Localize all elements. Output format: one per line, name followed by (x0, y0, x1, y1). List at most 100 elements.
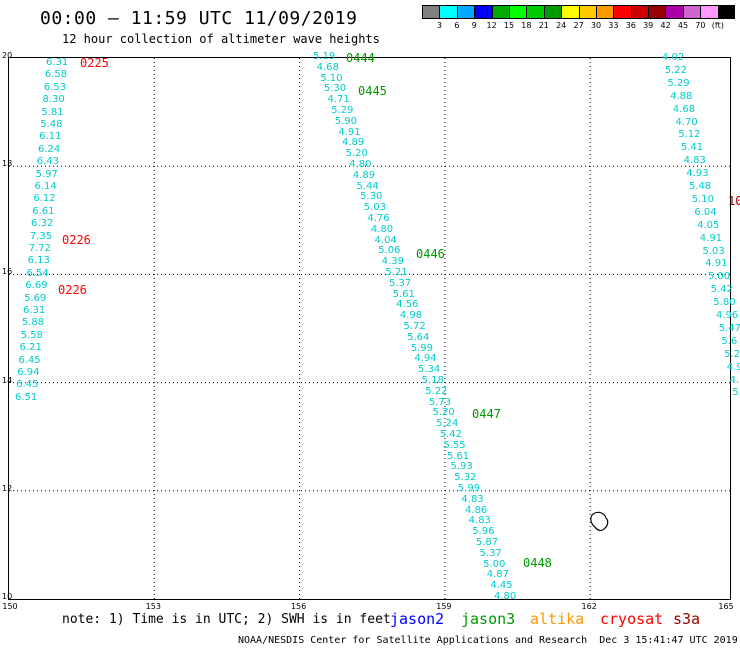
wave-height-value: 5.22 (425, 385, 448, 397)
legend-swatch-0 (422, 5, 440, 19)
legend-label: 9 (471, 21, 477, 30)
wave-height-value: 5.69 (24, 292, 47, 304)
legend-swatch-14 (665, 5, 683, 19)
legend-label: 36 (625, 21, 636, 30)
wave-height-value: 5.55 (443, 439, 466, 451)
wave-height-value: 7.35 (29, 230, 53, 242)
satellite-label-jason3: jason3 (461, 610, 516, 628)
wave-height-value: 6.51 (14, 391, 38, 403)
wave-height-value: 4.96 (716, 310, 739, 321)
color-legend: 3 6 9 12 15 18 21 24 27 30 33 36 39 42 45 70 (ft) (422, 5, 736, 33)
wave-height-value: 5.99 (410, 342, 433, 354)
wave-height-value: 4.86 (465, 504, 488, 516)
wave-height-value: 5.87 (475, 537, 499, 548)
wave-height-value: 5.10 (691, 193, 714, 205)
wave-height-value: 5.12 (678, 129, 701, 141)
wave-height-value: 4.68 (316, 61, 339, 73)
wave-height-value: 5.88 (21, 317, 45, 329)
wave-height-value: 5.30 (323, 83, 347, 95)
map-title: 00:00 — 11:59 UTC 11/09/2019 (40, 8, 358, 29)
legend-label: 18 (521, 21, 532, 30)
wave-height-value: 5.48 (40, 119, 63, 130)
wave-height-value: 4.56 (396, 299, 419, 311)
wave-height-value: 4.71 (327, 94, 350, 106)
wave-height-value: 4.04 (374, 234, 397, 246)
legend-labels: 3 6 9 12 15 18 21 24 27 30 33 36 39 42 45 70 (ft) (422, 21, 735, 33)
wave-height-value: 5.73 (428, 396, 452, 408)
wave-height-value: 5.00 (707, 271, 731, 283)
wave-height-value: 4. (729, 374, 740, 386)
wave-height-value: 5.58 (20, 329, 43, 341)
island-outline (590, 511, 609, 532)
legend-label: 6 (454, 21, 460, 30)
wave-height-value: 4.91 (338, 126, 361, 138)
x-tick-label: 159 (436, 602, 452, 611)
wave-height-value: 5.42 (439, 429, 462, 440)
map-subtitle: 12 hour collection of altimeter wave hei… (62, 32, 380, 46)
wave-height-value: 5.72 (403, 321, 426, 332)
wave-height-value: 4.87 (486, 569, 510, 581)
generated-timestamp: Dec 3 15:41:47 UTC 2019 (599, 635, 738, 646)
pass-id-label: 0448 (523, 556, 552, 570)
map-frame (8, 57, 731, 600)
y-tick-label: 10 (2, 592, 13, 601)
legend-swatch-11 (613, 5, 631, 19)
wave-height-value: 6.54 (26, 267, 49, 279)
legend-color-bar (422, 5, 736, 19)
legend-swatch-9 (578, 5, 596, 19)
legend-label: 15 (503, 21, 515, 30)
legend-swatch-16 (700, 5, 718, 19)
x-tick-label: 153 (145, 602, 161, 611)
wave-height-value: 5.42 (710, 284, 733, 296)
legend-label: 21 (538, 21, 549, 30)
credit-text: NOAA/NESDIS Center for Satellite Applica… (238, 635, 588, 646)
legend-swatch-4 (491, 5, 509, 19)
wave-height-value: 6.61 (32, 205, 55, 217)
legend-swatch-10 (595, 5, 614, 19)
y-tick-label: 16 (2, 267, 13, 276)
wave-height-value: 5.48 (689, 181, 712, 192)
legend-label: 27 (573, 21, 584, 30)
wave-height-value: 6.13 (27, 255, 50, 267)
wave-height-value: 5. (732, 387, 740, 399)
y-tick-label: 18 (2, 159, 13, 168)
wave-height-value: 4.89 (352, 169, 376, 181)
pass-id-label: 0446 (416, 247, 445, 261)
wave-height-value: 4.89 (341, 137, 365, 149)
wave-height-value: 4.91 (699, 232, 723, 244)
map-grid (9, 58, 730, 599)
y-tick-label: 20 (2, 51, 13, 60)
wave-height-value: 4.68 (672, 103, 696, 115)
wave-height-value: 5.61 (392, 288, 415, 300)
legend-label: 42 (660, 21, 671, 30)
wave-height-value: 5.97 (35, 168, 58, 180)
pass-id-label: 0226 (62, 233, 91, 247)
wave-height-value: 4.93 (686, 168, 709, 180)
wave-height-value: 5.99 (457, 483, 481, 494)
y-tick-label: 12 (2, 484, 13, 493)
wave-height-value: 8.30 (42, 94, 65, 106)
pass-id-label: 0447 (472, 407, 501, 421)
wave-height-value: 5.03 (702, 245, 725, 257)
wave-height-value: 5.93 (450, 461, 473, 473)
wave-height-value: 5.41 (680, 142, 704, 154)
legend-swatch-15 (682, 5, 701, 19)
wave-height-value: 4.02 (662, 52, 685, 63)
wave-height-value: 5.37 (479, 547, 502, 559)
wave-height-value: 6.14 (34, 181, 57, 192)
satellite-label-cryosat: cryosat (600, 610, 664, 628)
legend-label: 12 (486, 21, 497, 30)
wave-height-value: 4.83 (468, 515, 491, 527)
x-tick-label: 165 (718, 602, 734, 611)
pass-id-label: 10 (728, 194, 740, 208)
wave-height-value: 4.98 (399, 310, 423, 322)
wave-height-value: 5.20 (345, 148, 368, 160)
legend-swatch-6 (526, 5, 544, 19)
wave-height-value: 5.61 (446, 450, 470, 462)
wave-height-value: 5.44 (356, 180, 379, 192)
wave-height-value: 6.12 (33, 193, 56, 205)
wave-height-value: 4.45 (490, 580, 513, 592)
x-tick-label: 150 (2, 602, 18, 611)
wave-height-value: 4.39 (381, 256, 405, 268)
legend-label: (ft) (711, 21, 724, 30)
